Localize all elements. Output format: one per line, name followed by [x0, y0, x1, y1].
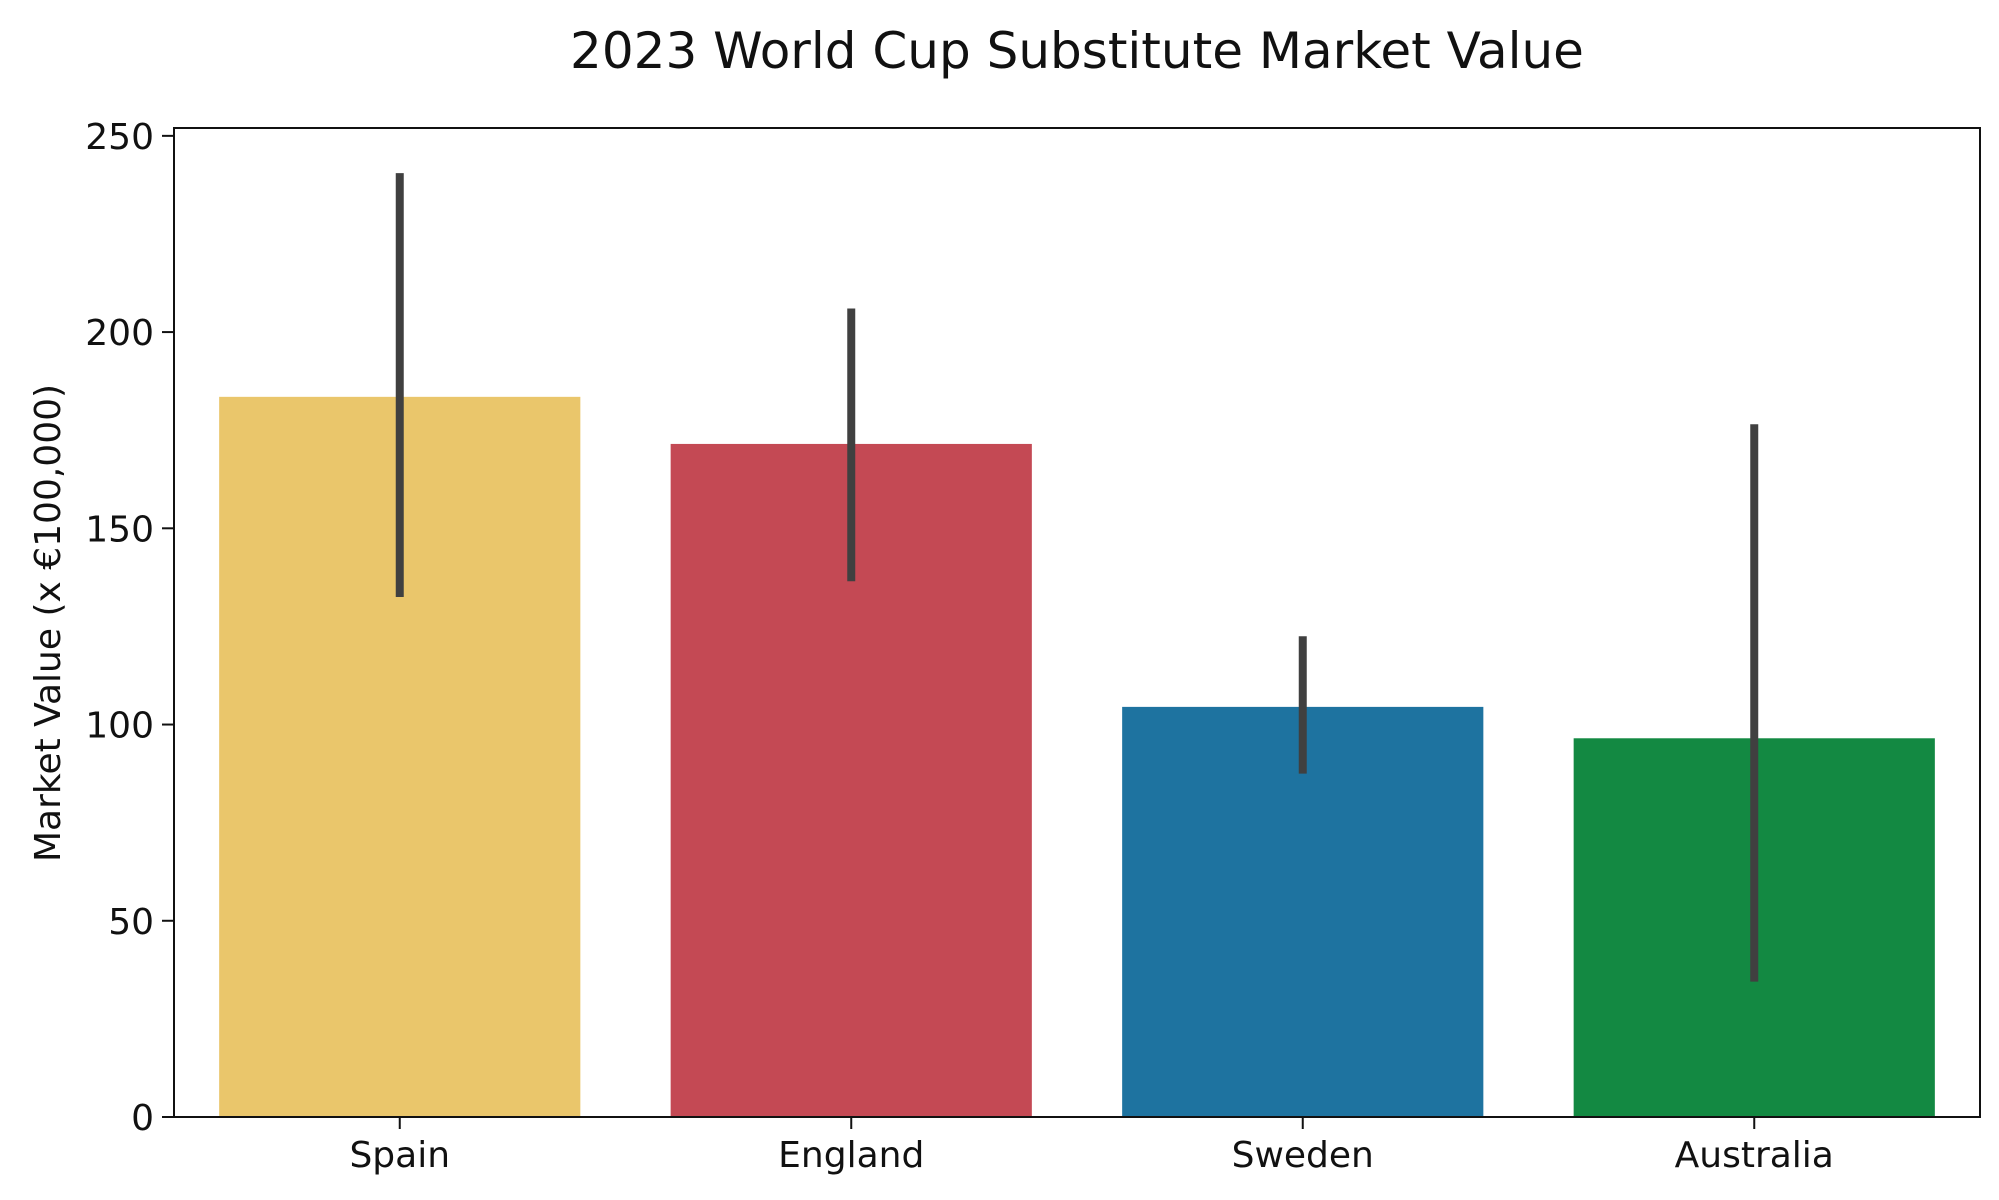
chart-title: 2023 World Cup Substitute Market Value — [570, 22, 1584, 80]
y-tick-label: 0 — [131, 1098, 154, 1139]
y-axis: 0 50 100 150 200 250 — [85, 117, 174, 1139]
plot-frame — [173, 127, 1981, 1118]
x-tick-label: Spain — [349, 1135, 450, 1176]
y-tick-label: 150 — [85, 509, 154, 550]
y-tick-label: 200 — [85, 313, 154, 354]
y-tick-label: 100 — [85, 706, 154, 747]
bars-group — [219, 396, 1935, 1117]
bar-sweden — [1122, 706, 1484, 1117]
x-axis: Spain England Sweden Australia — [349, 1117, 1834, 1176]
y-tick-label: 250 — [85, 117, 154, 158]
y-tick-label: 50 — [108, 902, 154, 943]
y-axis-label: Market Value (x €100,000) — [28, 384, 69, 862]
x-tick-label: Australia — [1675, 1135, 1834, 1176]
x-tick-label: Sweden — [1232, 1135, 1374, 1176]
error-bars-group — [395, 173, 1759, 982]
x-tick-label: England — [778, 1135, 924, 1176]
